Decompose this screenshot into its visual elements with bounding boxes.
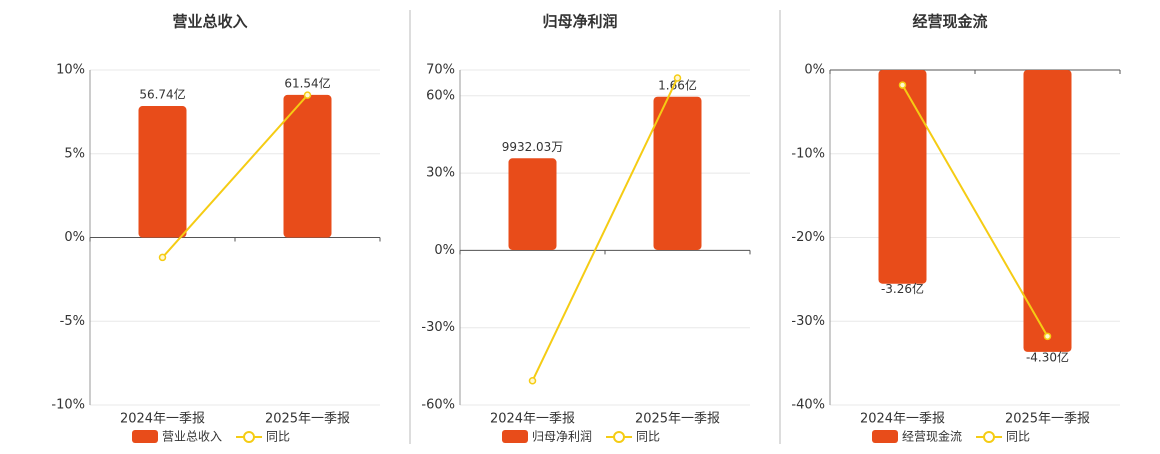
data-label: 56.74亿	[139, 87, 185, 102]
point	[158, 253, 167, 262]
y-tick-label: -20%	[791, 230, 825, 245]
legend-label: 同比	[1006, 430, 1030, 444]
x-tick-label: 2024年一季报	[120, 412, 205, 427]
legend-label: 同比	[266, 430, 290, 444]
x-tick-label: 2025年一季报	[265, 412, 350, 427]
bar	[1023, 70, 1072, 352]
y-tick-label: 0%	[434, 243, 455, 258]
legend-swatch	[502, 430, 528, 443]
y-tick-label: 0%	[804, 63, 825, 78]
bar	[508, 158, 557, 250]
y-tick-label: -5%	[60, 314, 85, 329]
point	[898, 81, 907, 89]
y-tick-label: 60%	[426, 88, 455, 103]
chart-title: 归母净利润	[542, 13, 617, 31]
point	[1043, 332, 1052, 341]
line	[161, 94, 309, 259]
y-tick-label: -30%	[421, 320, 455, 335]
y-tick-label: -30%	[791, 314, 825, 329]
bar	[878, 70, 927, 284]
x-tick-label: 2025年一季报	[1005, 412, 1090, 427]
bar	[653, 96, 702, 250]
chart-title: 营业总收入	[172, 13, 247, 31]
y-tick-label: -10%	[51, 398, 85, 413]
legend-label: 归母净利润	[532, 430, 592, 444]
point	[673, 74, 682, 82]
bar	[283, 94, 332, 238]
data-label: 9932.03万	[502, 140, 564, 154]
y-tick-label: -40%	[791, 398, 825, 413]
y-tick-label: 10%	[56, 63, 85, 78]
legend-marker	[983, 431, 996, 443]
y-tick-label: 5%	[64, 146, 85, 161]
data-label: 1.66亿	[658, 77, 697, 92]
y-tick-label: -60%	[421, 398, 455, 413]
legend-marker	[243, 431, 256, 443]
x-tick-label: 2025年一季报	[635, 412, 720, 427]
line	[531, 77, 679, 382]
x-tick-label: 2024年一季报	[490, 412, 575, 427]
data-label: -4.30亿	[1026, 349, 1069, 364]
legend-label: 经营现金流	[902, 429, 962, 444]
x-tick-label: 2024年一季报	[860, 412, 945, 427]
legend-marker	[613, 431, 626, 443]
line	[901, 84, 1049, 337]
legend-label: 同比	[636, 430, 660, 444]
legend-swatch	[872, 430, 898, 443]
chart-title: 经营现金流	[912, 13, 987, 31]
point	[303, 91, 312, 99]
legend-swatch	[132, 430, 158, 443]
data-label: 61.54亿	[284, 75, 330, 90]
y-tick-label: 0%	[64, 230, 85, 245]
point	[528, 377, 537, 385]
data-label: -3.26亿	[881, 281, 924, 296]
y-tick-label: 70%	[426, 63, 455, 78]
legend-label: 营业总收入	[162, 430, 222, 444]
bar	[138, 106, 187, 238]
y-tick-label: -10%	[791, 146, 825, 161]
y-tick-label: 30%	[426, 166, 455, 181]
